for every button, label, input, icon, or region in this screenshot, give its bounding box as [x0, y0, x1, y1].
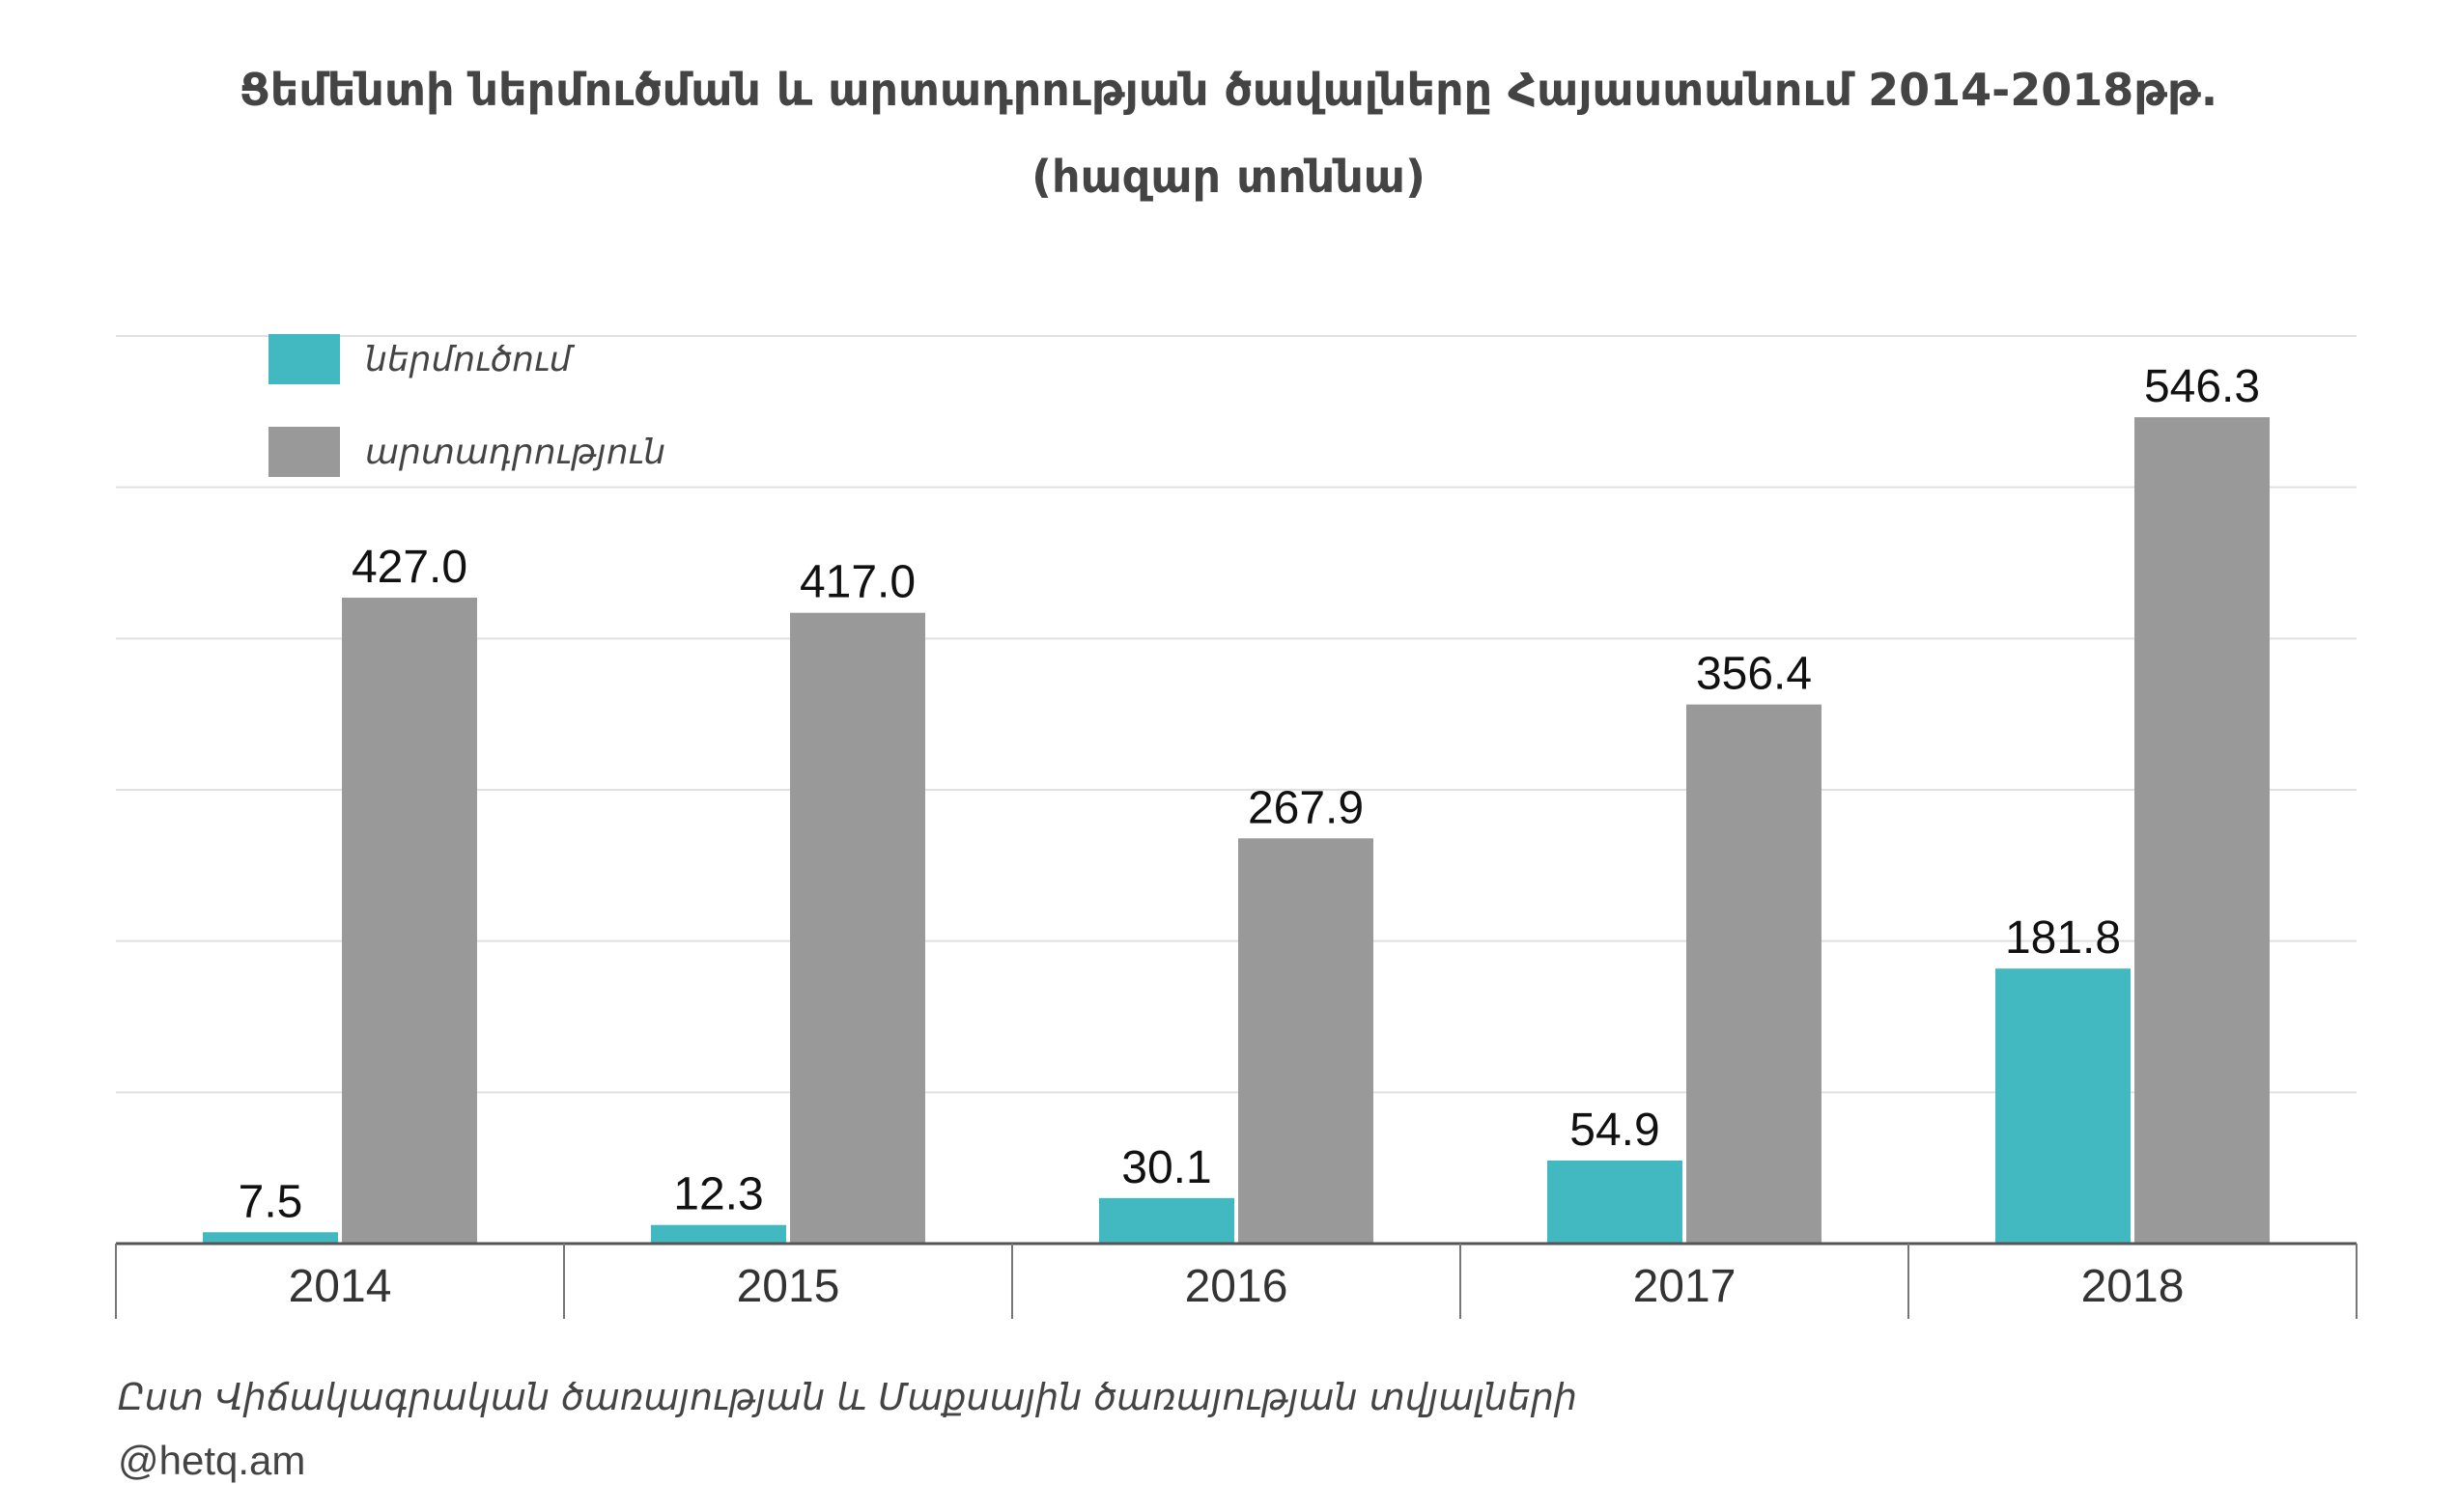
footer: Ըստ Վիճակագրական ծառայության և Մաքսային …	[118, 1376, 1577, 1484]
x-tick-label-2018: 2018	[2081, 1261, 2185, 1312]
value-label-production-2018: 546.3	[2144, 361, 2260, 412]
value-label-import-2018: 181.8	[2005, 912, 2121, 964]
chart-title-line2: (հազար տոննա)	[1031, 151, 1426, 203]
x-tick-label-2017: 2017	[1633, 1261, 1737, 1312]
x-axis: 2014 2015 2016 2017 2018	[115, 1242, 2358, 1319]
bar-production-2014	[342, 598, 477, 1244]
chart-title-line1: Ցեմենտի ներմուծման և արտադրության ծավալն…	[239, 64, 2218, 116]
bars	[203, 417, 2270, 1244]
value-label-production-2015: 417.0	[800, 557, 916, 608]
gridlines	[116, 335, 2357, 1094]
bar-import-2014	[203, 1232, 338, 1244]
bar-import-2016	[1099, 1197, 1234, 1244]
legend-swatch-production	[268, 427, 340, 477]
brand-link[interactable]: @hetq.am	[118, 1438, 306, 1483]
bar-import-2018	[1995, 968, 2131, 1244]
x-tick-label-2015: 2015	[737, 1261, 840, 1312]
value-label-import-2016: 30.1	[1121, 1142, 1211, 1193]
legend-label-production: արտադրություն	[365, 433, 665, 472]
value-label-import-2014: 7.5	[239, 1176, 303, 1227]
value-label-production-2016: 267.9	[1248, 782, 1364, 833]
source-note: Ըստ Վիճակագրական ծառայության և Մաքսային …	[118, 1376, 1578, 1418]
x-tick-label-2014: 2014	[289, 1261, 392, 1312]
value-label-production-2017: 356.4	[1696, 649, 1812, 700]
legend-label-import: ներմուծում	[365, 340, 576, 379]
legend-swatch-import	[268, 334, 340, 384]
value-label-import-2017: 54.9	[1569, 1105, 1659, 1156]
value-label-production-2014: 427.0	[352, 542, 467, 593]
legend: ներմուծում արտադրություն	[268, 334, 665, 477]
bar-production-2015	[790, 612, 925, 1244]
x-tick-label-2016: 2016	[1185, 1261, 1288, 1312]
value-labels: 7.5 427.0 12.3 417.0 30.1 267.9 54.9 356.4 181.8…	[239, 361, 2260, 1227]
bar-production-2018	[2134, 417, 2270, 1244]
value-label-import-2015: 12.3	[673, 1169, 763, 1220]
chart-title: Ցեմենտի ներմուծման և արտադրության ծավալն…	[0, 46, 2457, 220]
bar-import-2015	[651, 1224, 786, 1244]
bar-import-2017	[1547, 1160, 1682, 1244]
bar-production-2016	[1238, 838, 1373, 1244]
bar-production-2017	[1686, 704, 1822, 1244]
